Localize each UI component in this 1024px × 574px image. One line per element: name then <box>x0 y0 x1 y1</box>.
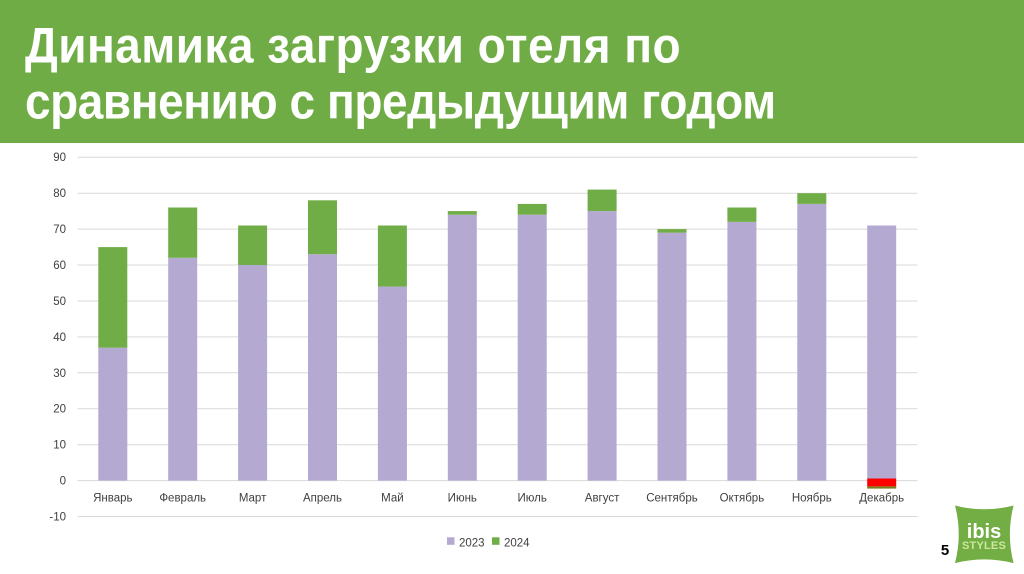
svg-text:Ноябрь: Ноябрь <box>792 493 832 505</box>
svg-text:Май: Май <box>381 493 404 505</box>
svg-text:Декабрь: Декабрь <box>859 493 904 505</box>
svg-text:10: 10 <box>53 440 66 452</box>
svg-text:-10: -10 <box>49 512 66 524</box>
svg-text:30: 30 <box>53 368 66 380</box>
svg-text:40: 40 <box>53 332 66 344</box>
svg-text:Август: Август <box>585 493 620 505</box>
svg-text:2023: 2023 <box>459 538 485 550</box>
svg-text:50: 50 <box>53 296 66 308</box>
svg-text:0: 0 <box>60 476 66 488</box>
svg-text:STYLES: STYLES <box>962 540 1006 552</box>
svg-text:Июль: Июль <box>518 493 547 505</box>
svg-text:Февраль: Февраль <box>159 493 206 505</box>
svg-text:20: 20 <box>53 404 66 416</box>
svg-text:80: 80 <box>53 188 66 200</box>
svg-text:70: 70 <box>53 224 66 236</box>
svg-text:60: 60 <box>53 260 66 272</box>
svg-text:Апрель: Апрель <box>303 493 342 505</box>
svg-text:ibis: ibis <box>967 521 1001 543</box>
svg-text:5: 5 <box>941 542 949 559</box>
svg-text:Сентябрь: Сентябрь <box>646 493 698 505</box>
svg-text:Январь: Январь <box>93 493 132 505</box>
svg-text:2024: 2024 <box>504 538 530 550</box>
svg-text:90: 90 <box>53 152 66 164</box>
svg-text:Июнь: Июнь <box>448 493 477 505</box>
svg-text:Март: Март <box>239 493 267 505</box>
svg-text:Октябрь: Октябрь <box>720 493 765 505</box>
